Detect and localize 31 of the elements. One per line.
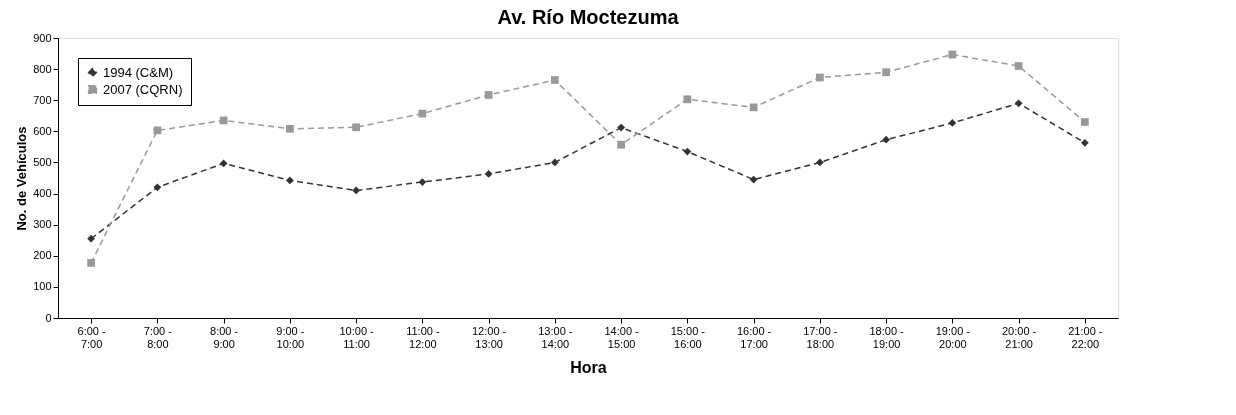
x-tick-label: 14:00 - 15:00 <box>604 324 640 350</box>
y-tick-label: 700 <box>33 93 52 106</box>
y-tick-label: 100 <box>33 280 52 293</box>
y-tick-label: 300 <box>33 218 52 231</box>
legend-label: 2007 (CQRN) <box>103 81 183 97</box>
legend-label: 1994 (C&M) <box>103 64 174 80</box>
y-tick-label: 600 <box>33 124 52 137</box>
x-tick-label: 19:00 - 20:00 <box>935 324 971 350</box>
x-tick-label: 15:00 - 16:00 <box>670 324 706 350</box>
x-tick-label: 11:00 - 12:00 <box>406 324 440 350</box>
x-tick-label: 13:00 - 14:00 <box>538 324 573 350</box>
x-axis-title: Hora <box>570 358 607 376</box>
y-tick-label: 200 <box>33 249 52 262</box>
y-tick-label: 800 <box>33 62 52 75</box>
x-tick-label: 17:00 - 18:00 <box>803 324 838 350</box>
y-tick-label: 500 <box>33 155 52 168</box>
x-tick-label: 18:00 - 19:00 <box>869 324 905 350</box>
x-tick-label: 7:00 - 8:00 <box>143 324 173 350</box>
y-tick-label: 0 <box>45 311 52 324</box>
x-tick-label: 16:00 - 17:00 <box>737 324 772 350</box>
y-axis-title: No. de Vehículos <box>14 126 30 231</box>
x-tick-label: 10:00 - 11:00 <box>339 324 375 350</box>
x-tick-label: 21:00 - 22:00 <box>1068 324 1103 350</box>
x-tick-label: 8:00 - 9:00 <box>210 324 239 350</box>
x-tick-label: 6:00 - 7:00 <box>77 324 107 350</box>
y-tick-label: 400 <box>33 187 52 200</box>
x-tick-label: 12:00 - 13:00 <box>472 324 507 350</box>
x-tick-label: 20:00 - 21:00 <box>1002 324 1037 350</box>
y-tick-label: 900 <box>33 31 52 44</box>
x-tick-label: 9:00 - 10:00 <box>276 324 305 350</box>
chart-title: Av. Río Moctezuma <box>497 6 680 28</box>
